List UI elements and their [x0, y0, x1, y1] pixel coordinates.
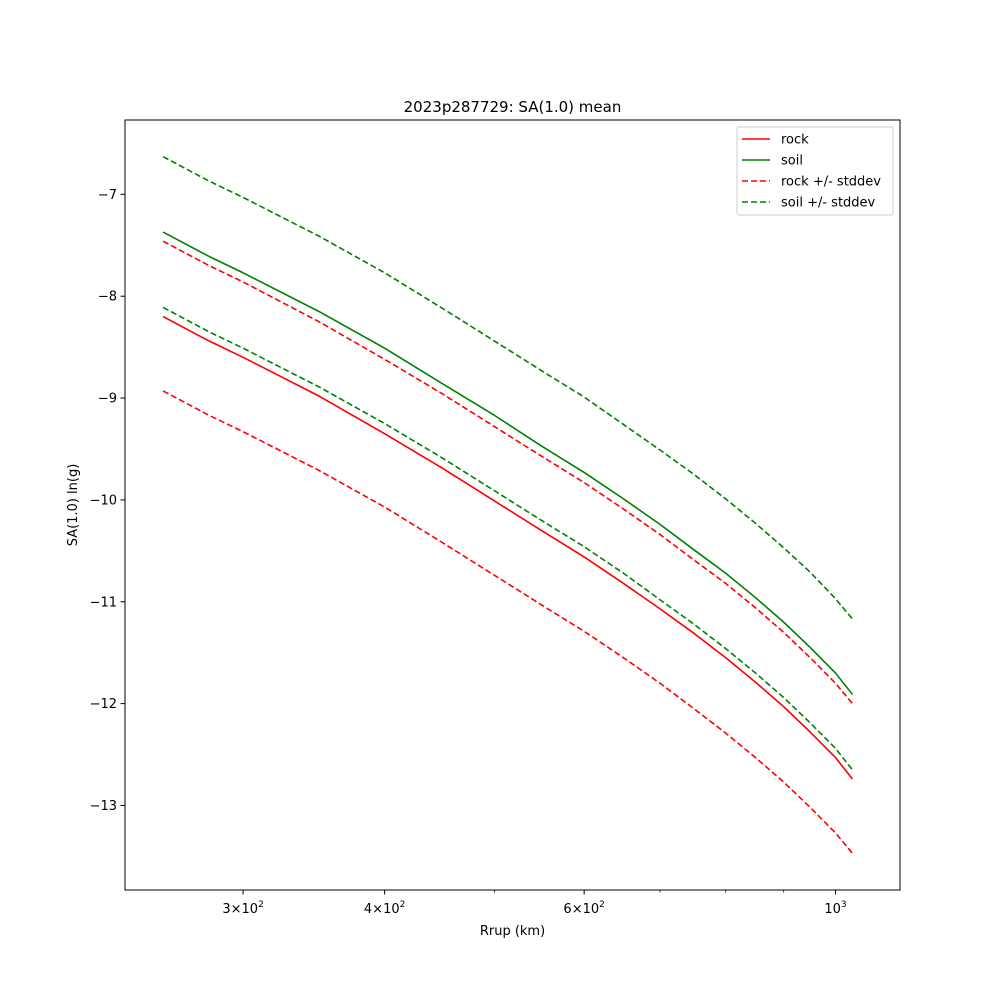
y-tick-label: −7	[98, 188, 117, 203]
legend-label: rock +/- stddev	[781, 175, 881, 190]
series-line-2	[162, 390, 854, 854]
series-line-4	[162, 306, 854, 771]
x-tick-label: 4×102	[364, 900, 405, 917]
chart-title: 2023p287729: SA(1.0) mean	[404, 98, 622, 116]
y-tick-label: −10	[90, 493, 117, 508]
series-line-0	[162, 315, 854, 780]
series-line-3	[162, 240, 854, 705]
x-axis: 3×102 4×102 6×102 103	[222, 890, 847, 917]
series-line-1	[162, 231, 854, 695]
y-tick-label: −13	[90, 799, 117, 814]
y-tick-label: −11	[90, 595, 117, 610]
y-axis: −7 −8 −9 −10 −11 −12 −13	[90, 188, 125, 814]
legend-label: soil	[781, 154, 803, 169]
legend-label: rock	[781, 133, 809, 148]
series-line-5	[162, 155, 854, 620]
legend-label: soil +/- stddev	[781, 196, 876, 211]
y-axis-label: SA(1.0) ln(g)	[66, 464, 81, 547]
x-tick-label: 103	[824, 900, 846, 917]
y-tick-label: −12	[90, 697, 117, 712]
legend: rock soil rock +/- stddev soil +/- stddev	[736, 126, 894, 216]
y-tick-label: −8	[98, 290, 117, 305]
plot-area-frame	[124, 119, 901, 891]
x-axis-label: Rrup (km)	[480, 924, 545, 939]
y-tick-label: −9	[98, 392, 117, 407]
x-tick-label: 3×102	[222, 900, 263, 917]
series-layer	[162, 155, 854, 854]
x-tick-label: 6×102	[563, 900, 604, 917]
legend-box	[736, 126, 894, 216]
